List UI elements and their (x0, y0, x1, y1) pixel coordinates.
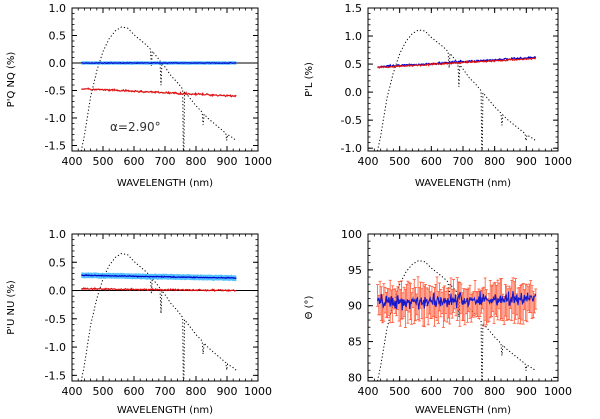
y-tick-label: 0.5 (49, 256, 67, 269)
x-tick-label: 500 (389, 385, 410, 398)
x-tick-label: 800 (484, 155, 505, 168)
x-tick-label: 900 (217, 155, 238, 168)
x-tick-label: 800 (186, 385, 207, 398)
x-tick-label: 600 (124, 155, 145, 168)
y-axis-label: P'L (%) (304, 62, 315, 97)
series-nq-2 (81, 87, 237, 98)
x-tick-label: 1000 (544, 155, 572, 168)
y-tick-label: 95 (348, 264, 362, 277)
x-tick-label: 400 (62, 155, 83, 168)
x-tick-label: 500 (93, 385, 114, 398)
panel-theta: 400 500 600 700 800 900 1000 80 85 90 95 100 WAVELEN… (304, 228, 572, 416)
x-tick-label: 500 (93, 155, 114, 168)
series-nu-2 (80, 287, 237, 293)
series-pl-1 (377, 57, 536, 69)
axes-frame (367, 7, 559, 152)
x-axis-label: WAVELENGTH (nm) (415, 178, 511, 189)
y-tick-label: -1.5 (45, 140, 66, 153)
y-tick-label: 0.5 (345, 58, 363, 71)
y-axis-label: P'U NU (%) (6, 280, 17, 335)
x-tick-label: 400 (62, 385, 83, 398)
x-tick-label: 400 (358, 385, 379, 398)
panel-pl: 400 500 600 700 800 900 1000 -1.0 -0.5 0.0 0.5 1.0 1… (304, 2, 572, 189)
y-tick-label: -1.0 (45, 112, 66, 125)
x-tick-label: 700 (453, 155, 474, 168)
x-axis-label: WAVELENGTH (nm) (117, 405, 213, 416)
spectrum-curve (377, 259, 537, 381)
x-axis-label: WAVELENGTH (nm) (117, 178, 213, 189)
x-tick-label: 900 (217, 385, 238, 398)
y-tick-label: 0.0 (49, 57, 67, 70)
y-tick-label: 85 (348, 336, 362, 349)
y-tick-label: -1.0 (341, 142, 362, 155)
y-tick-label: 0.0 (345, 86, 363, 99)
y-tick-label: 80 (348, 371, 362, 384)
y-tick-label: -0.5 (341, 114, 362, 127)
plot-area-pl (377, 29, 537, 151)
spectrum-curve (80, 252, 237, 381)
plot-area-nu (72, 252, 258, 381)
y-tick-label: 100 (341, 228, 362, 241)
x-tick-label: 700 (155, 155, 176, 168)
y-tick-label: -0.5 (45, 313, 66, 326)
y-tick-label: -1.0 (45, 341, 66, 354)
y-tick-label: -1.5 (45, 369, 66, 382)
x-tick-label: 500 (389, 155, 410, 168)
y-tick-label: 90 (348, 300, 362, 313)
plot-area-theta (376, 259, 538, 381)
alpha-annotation: α=2.90° (110, 120, 161, 134)
panel-nq: 400 500 600 700 800 900 1000 -1.5 -1.0 -0.5 0.0 0.5… (6, 2, 272, 189)
y-axis-label: Θ (°) (304, 295, 315, 319)
x-tick-label: 600 (124, 385, 145, 398)
x-tick-label: 1000 (544, 385, 572, 398)
axes-frame (71, 7, 259, 152)
x-tick-label: 900 (516, 155, 537, 168)
series-theta-1 (376, 291, 537, 311)
spectrum-curve (377, 29, 537, 151)
y-axis-label: P'Q NQ (%) (6, 52, 17, 108)
x-tick-label: 900 (516, 385, 537, 398)
axes-frame (71, 233, 259, 382)
x-tick-label: 600 (421, 385, 442, 398)
x-tick-label: 1000 (244, 155, 272, 168)
x-tick-label: 800 (186, 155, 207, 168)
y-tick-label: 1.0 (49, 2, 67, 15)
series-nu-1 (81, 274, 237, 280)
series-nq-1 (81, 61, 237, 65)
x-axis-label: WAVELENGTH (nm) (415, 405, 511, 416)
y-tick-label: 0.0 (49, 285, 67, 298)
y-tick-label: 1.5 (345, 2, 363, 15)
x-tick-label: 1000 (244, 385, 272, 398)
y-tick-label: 1.0 (49, 228, 67, 241)
plot-area-nq (72, 26, 258, 151)
x-tick-label: 400 (358, 155, 379, 168)
y-tick-label: 1.0 (345, 30, 363, 43)
y-tick-label: 0.5 (49, 30, 67, 43)
x-tick-label: 800 (484, 385, 505, 398)
panel-nu: 400 500 600 700 800 900 1000 -1.5 -1.0 -0.5 0.0 0.5… (6, 228, 272, 416)
x-tick-label: 700 (453, 385, 474, 398)
y-tick-label: -0.5 (45, 85, 66, 98)
x-tick-label: 600 (421, 155, 442, 168)
x-tick-label: 700 (155, 385, 176, 398)
